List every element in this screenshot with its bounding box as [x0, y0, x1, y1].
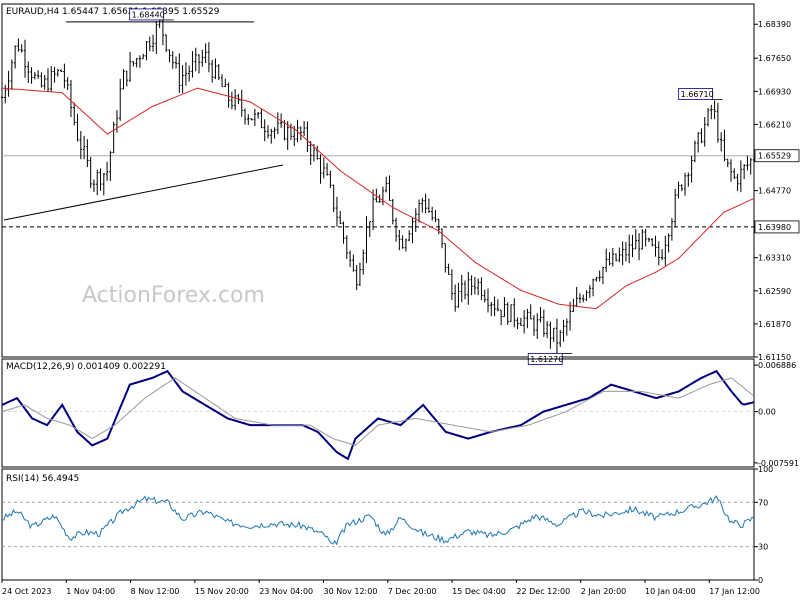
- price-axis-tick-label: 1.67650: [758, 54, 791, 63]
- x-axis-label: 1 Nov 04:00: [66, 587, 115, 596]
- x-axis-label: 23 Nov 04:00: [259, 587, 313, 596]
- price-tag-label: 1.65529: [758, 152, 791, 161]
- trendline: [3, 164, 284, 221]
- price-panel-frame: [1, 3, 755, 358]
- macd-line: [1, 369, 755, 461]
- macd-axis-tick-label: -0.007591: [758, 459, 799, 468]
- price-axis-tick-label: 1.63310: [758, 254, 791, 263]
- macd-panel-frame: [1, 358, 755, 468]
- rsi-title: RSI(14) 56.4945: [6, 474, 79, 484]
- price-axis-tick-label: 1.66210: [758, 120, 791, 129]
- x-axis-label: 17 Jan 12:00: [709, 587, 760, 596]
- annotation-label: 1.68440: [132, 10, 165, 19]
- rsi-axis-tick-label: 0: [758, 576, 763, 585]
- price-tag-box: [754, 149, 800, 163]
- price-panel: 1.68390 1.67650 1.66930 1.66210 1.64770 1.633…: [0, 3, 800, 365]
- x-axis-label: 7 Dec 20:00: [388, 587, 437, 596]
- macd-title: MACD(12,26,9) 0.001409 0.002291: [6, 362, 166, 372]
- moving-average-line: [1, 87, 755, 310]
- rsi-line: [1, 495, 755, 546]
- macd-axis-tick-label: 0.00: [758, 408, 776, 417]
- macd-axis-tick-label: 0.006886: [758, 361, 796, 370]
- annotation-box: [129, 8, 165, 21]
- x-axis-label: 15 Nov 20:00: [195, 587, 249, 596]
- rsi-axis-tick-label: 30: [758, 543, 768, 552]
- price-axis-tick-label: 1.66930: [758, 87, 791, 96]
- watermark: ActionForex.com: [82, 283, 265, 308]
- signal-line: [1, 377, 755, 446]
- annotation-box: [678, 88, 714, 100]
- rsi-axis-tick-label: 100: [758, 465, 773, 474]
- x-axis-label: 22 Dec 12:00: [516, 587, 570, 596]
- x-axis-label: 8 Nov 12:00: [131, 587, 180, 596]
- x-axis-label: 30 Nov 12:00: [324, 587, 378, 596]
- price-tag-box: [754, 220, 800, 234]
- x-axis: 24 Oct 2023 1 Nov 04:00 8 Nov 12:00 15 Nov …: [1, 580, 760, 596]
- x-axis-label: 24 Oct 2023: [2, 587, 51, 596]
- annotation-label: 1.66710: [681, 90, 714, 99]
- price-axis-tick-label: 1.68390: [758, 20, 791, 29]
- x-axis-label: 10 Jan 04:00: [645, 587, 696, 596]
- x-axis-label: 15 Dec 04:00: [452, 587, 506, 596]
- price-axis-tick-label: 1.61870: [758, 320, 791, 329]
- price-axis-tick-label: 1.64770: [758, 187, 791, 196]
- macd-panel: 0.006886 0.00 -0.007591: [1, 358, 799, 468]
- price-tag-label: 1.63980: [758, 223, 791, 232]
- rsi-panel: 100 70 30 0: [1, 465, 773, 585]
- main-chart-title: EURAUD,H4 1.65447 1.65621 1.65395 1.6552…: [6, 7, 220, 17]
- x-axis-label: 2 Jan 20:00: [581, 587, 627, 596]
- price-axis-tick-label: 1.62590: [758, 287, 791, 296]
- rsi-axis-tick-label: 70: [758, 498, 768, 507]
- rsi-panel-frame: [1, 468, 755, 581]
- price-axis-tick-label: 1.61150: [758, 353, 791, 362]
